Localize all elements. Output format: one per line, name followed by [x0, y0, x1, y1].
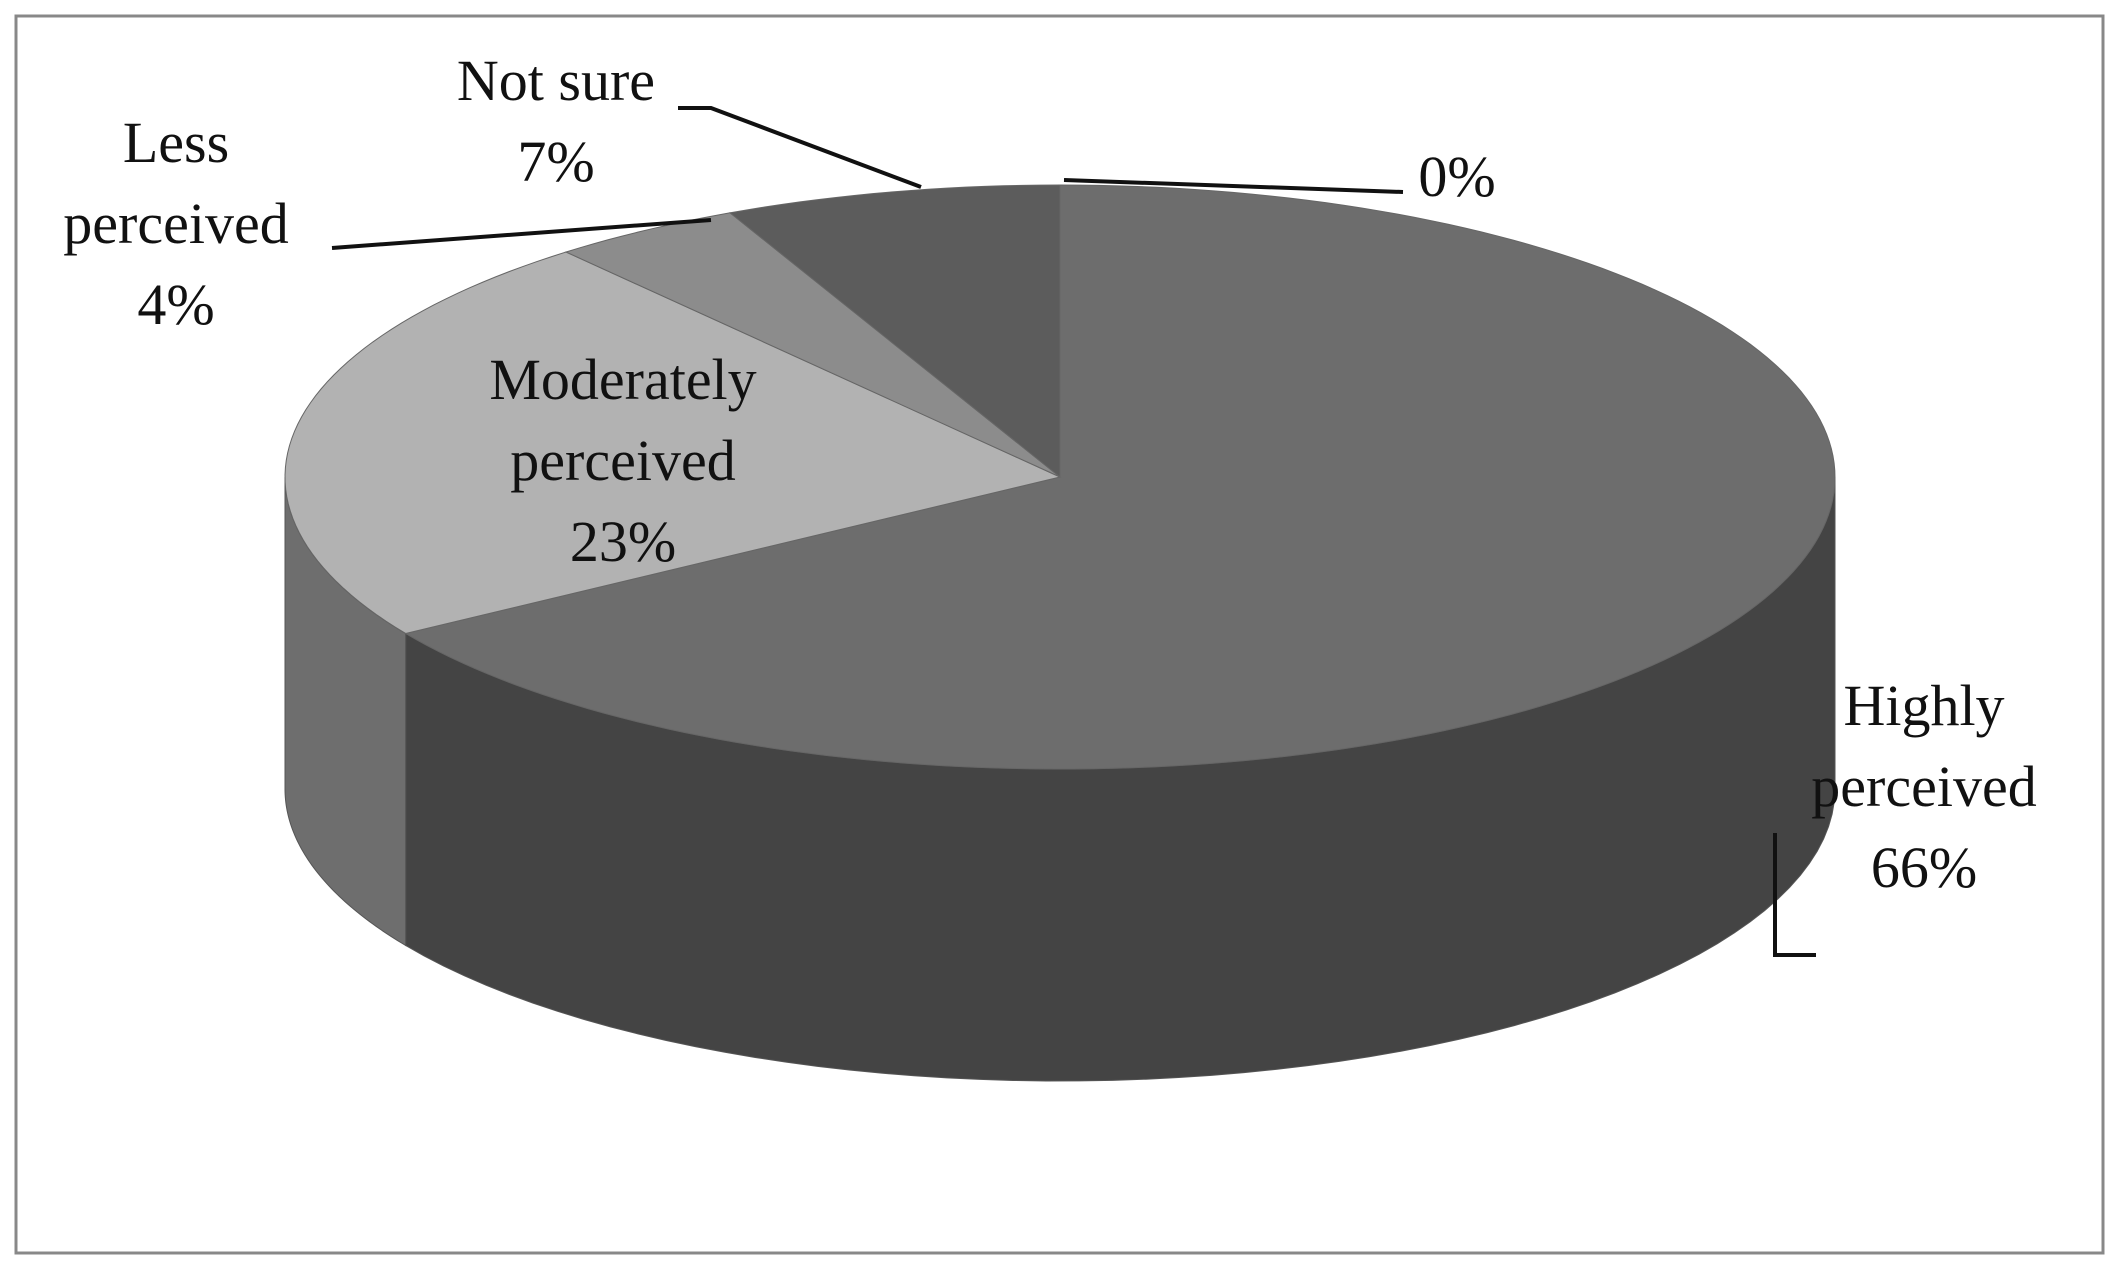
- leader-line: [1063, 178, 1404, 194]
- leader-line: [678, 106, 922, 189]
- slice-label: Moderately perceived 23%: [433, 339, 813, 582]
- slice-label: 0%: [1357, 136, 1557, 217]
- value-label: 66%: [1870, 835, 1978, 900]
- slice: [564, 212, 1061, 478]
- leader-line: [1773, 833, 1816, 957]
- slice: [404, 184, 1836, 770]
- category-label: Not sure: [456, 48, 656, 113]
- category-label: Moderately perceived: [489, 347, 757, 493]
- slice: [728, 184, 1061, 479]
- slice: [284, 251, 1062, 634]
- category-label: Highly perceived: [1811, 673, 2037, 819]
- value-label: 0%: [1418, 144, 1496, 209]
- slice-label: Highly perceived 66%: [1774, 665, 2074, 908]
- leader-line: [331, 218, 712, 250]
- pie-tops: [284, 184, 1836, 770]
- category-label: Less perceived: [63, 110, 289, 256]
- value-label: 7%: [517, 129, 595, 194]
- slice-label: Less perceived 4%: [26, 102, 326, 345]
- slice-label: Not sure 7%: [406, 40, 706, 202]
- value-label: 23%: [569, 509, 677, 574]
- leader-lines: [331, 106, 1816, 957]
- value-label: 4%: [137, 272, 215, 337]
